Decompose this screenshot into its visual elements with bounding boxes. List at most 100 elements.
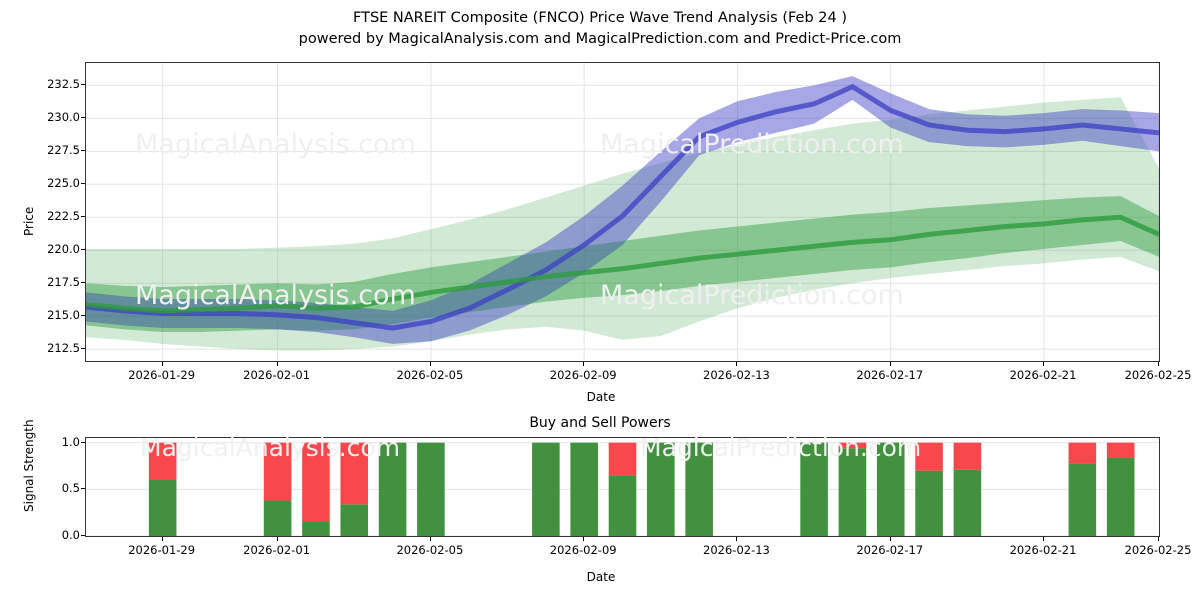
- powers-ylabel: Signal Strength: [22, 419, 36, 512]
- x-tick-label: 2026-02-01: [243, 543, 311, 557]
- price-wave-plot: [86, 63, 1159, 361]
- x-tick-mark: [889, 537, 891, 541]
- x-tick-mark: [161, 362, 163, 366]
- x-tick-label: 2026-02-13: [703, 368, 770, 382]
- buy-power-bar: [570, 442, 598, 536]
- buy-power-bar: [340, 504, 369, 536]
- buy-power-bar: [302, 521, 330, 536]
- buy-power-bar: [800, 442, 828, 536]
- x-tick-mark: [276, 537, 278, 541]
- price-xlabel: Date: [586, 390, 616, 404]
- y-tick-label: 225.0: [47, 176, 80, 191]
- blue-center-line: [86, 83, 1159, 331]
- price-wave-chart: [85, 62, 1160, 362]
- x-tick-mark: [1158, 537, 1159, 541]
- watermark-magicalanalysis-2: MagicalAnalysis.com: [135, 280, 416, 311]
- watermark-magicalanalysis-1: MagicalAnalysis.com: [135, 129, 416, 160]
- sell-power-bar: [608, 442, 637, 476]
- y-tick-mark: [81, 315, 85, 317]
- green-inner-band: [86, 196, 1159, 332]
- watermark-magicalanalysis-3: MagicalAnalysis.com: [140, 433, 401, 462]
- buy-power-bar: [378, 442, 407, 536]
- y-tick-mark: [81, 249, 85, 251]
- x-tick-label: 2026-02-09: [549, 543, 617, 557]
- buy-power-bar: [647, 442, 675, 536]
- buy-power-bar: [608, 475, 637, 536]
- page-title: FTSE NAREIT Composite (FNCO) Price Wave …: [353, 10, 847, 26]
- x-tick-mark: [1043, 362, 1045, 366]
- sell-power-bar: [340, 442, 369, 505]
- x-tick-mark: [736, 362, 738, 366]
- sell-power-bar: [953, 442, 982, 470]
- sell-power-bar: [838, 442, 867, 449]
- x-tick-mark: [1043, 537, 1045, 541]
- y-tick-mark: [81, 535, 85, 536]
- y-tick-mark: [81, 150, 85, 152]
- buy-power-bar: [685, 442, 713, 536]
- x-tick-label: 2026-02-21: [1009, 543, 1077, 557]
- x-tick-mark: [276, 362, 278, 366]
- y-tick-label: 1.0: [61, 434, 80, 449]
- price-ylabel: Price: [22, 206, 36, 236]
- x-tick-mark: [1158, 362, 1159, 366]
- y-tick-mark: [81, 282, 85, 284]
- x-tick-label: 2026-01-29: [128, 543, 196, 557]
- sell-power-bar: [1068, 442, 1097, 464]
- x-tick-mark: [736, 537, 738, 541]
- x-tick-mark: [583, 537, 585, 541]
- y-tick-mark: [81, 441, 85, 443]
- x-tick-label: 2026-02-05: [396, 368, 464, 382]
- x-tick-label: 2026-02-13: [703, 543, 770, 557]
- powers-xlabel: Date: [586, 570, 616, 584]
- blue-inner-band: [86, 76, 1159, 344]
- buy-sell-powers-plot: [86, 442, 1159, 536]
- x-tick-label: 2026-02-09: [549, 368, 617, 382]
- buy-power-bar: [915, 470, 943, 536]
- y-tick-label: 217.5: [47, 275, 80, 290]
- y-tick-label: 232.5: [47, 77, 80, 92]
- x-tick-mark: [429, 537, 431, 541]
- x-tick-label: 2026-02-01: [243, 368, 311, 382]
- x-tick-label: 2026-02-17: [856, 543, 924, 557]
- sell-power-bar: [302, 442, 330, 522]
- x-tick-label: 2026-02-25: [1124, 368, 1192, 382]
- page-subtitle: powered by MagicalAnalysis.com and Magic…: [298, 31, 902, 47]
- y-tick-label: 222.5: [47, 209, 80, 224]
- sell-power-bar: [1106, 442, 1135, 458]
- watermark-magicalprediction-2: MagicalPrediction.com: [600, 280, 904, 311]
- x-tick-label: 2026-02-25: [1124, 543, 1192, 557]
- x-tick-label: 2026-02-17: [856, 368, 924, 382]
- green-center-line: [86, 214, 1159, 314]
- x-tick-label: 2026-01-29: [128, 368, 196, 382]
- buy-power-bar: [417, 442, 445, 536]
- x-tick-mark: [583, 362, 585, 366]
- y-tick-label: 227.5: [47, 143, 80, 158]
- buy-power-bar: [148, 480, 177, 536]
- x-tick-label: 2026-02-21: [1009, 368, 1077, 382]
- buy-power-bar: [1068, 463, 1097, 536]
- chart-title-block: FTSE NAREIT Composite (FNCO) Price Wave …: [0, 8, 1200, 50]
- y-tick-label: 0.0: [61, 528, 80, 542]
- y-tick-mark: [81, 488, 85, 490]
- watermark-magicalprediction-3: MagicalPrediction.com: [640, 433, 922, 462]
- y-tick-mark: [81, 117, 85, 119]
- x-tick-mark: [161, 537, 163, 541]
- y-tick-label: 220.0: [47, 242, 80, 257]
- blue-outer-band: [86, 76, 1159, 344]
- sell-power-bar: [263, 442, 292, 501]
- y-tick-mark: [81, 84, 85, 86]
- buy-power-bar: [838, 448, 867, 536]
- x-tick-label: 2026-02-05: [396, 543, 464, 557]
- green-outer-band: [86, 97, 1159, 351]
- x-tick-mark: [889, 362, 891, 366]
- y-tick-label: 230.0: [47, 110, 80, 125]
- y-tick-mark: [81, 348, 85, 350]
- y-tick-mark: [81, 183, 85, 185]
- y-tick-label: 215.0: [47, 308, 80, 323]
- sell-power-bar: [148, 442, 177, 480]
- buy-power-bar: [1106, 457, 1135, 536]
- buy-power-bar: [532, 442, 560, 536]
- y-tick-label: 0.5: [61, 481, 80, 496]
- powers-title: Buy and Sell Powers: [529, 415, 671, 431]
- sell-power-bar: [915, 442, 943, 471]
